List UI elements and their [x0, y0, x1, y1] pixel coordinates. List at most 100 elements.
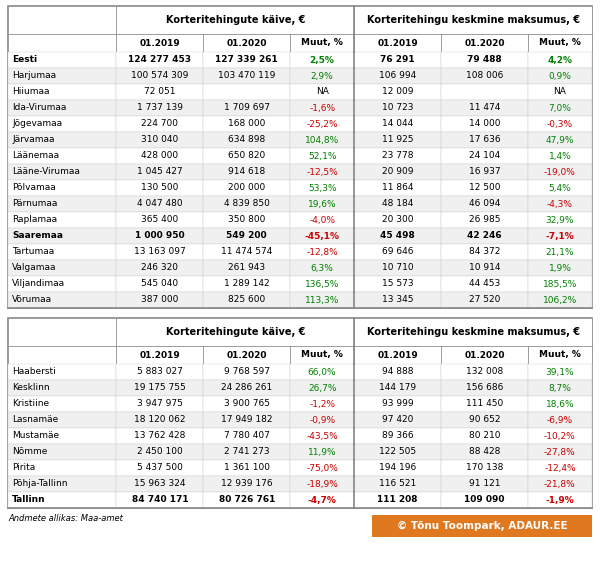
- Bar: [116, 116, 203, 132]
- Text: 52,1%: 52,1%: [308, 151, 337, 160]
- Bar: [441, 260, 528, 276]
- Bar: [116, 476, 203, 492]
- Bar: [203, 132, 290, 148]
- Bar: [290, 428, 354, 444]
- Text: 914 618: 914 618: [228, 167, 265, 176]
- Text: 7,0%: 7,0%: [548, 103, 571, 112]
- Text: Muut, %: Muut, %: [539, 351, 581, 360]
- Bar: [203, 148, 290, 164]
- Text: 545 040: 545 040: [142, 279, 178, 288]
- Text: 01.2020: 01.2020: [226, 351, 267, 360]
- Text: 47,9%: 47,9%: [545, 135, 574, 144]
- Bar: [8, 318, 116, 346]
- Bar: [290, 476, 354, 492]
- Bar: [354, 212, 441, 228]
- Bar: [203, 346, 290, 364]
- Bar: [441, 100, 528, 116]
- Bar: [290, 212, 354, 228]
- Text: 185,5%: 185,5%: [543, 279, 577, 288]
- Text: 79 488: 79 488: [467, 55, 502, 65]
- Text: Tartumaa: Tartumaa: [12, 247, 54, 256]
- Text: 13 345: 13 345: [382, 296, 413, 304]
- Text: 18,6%: 18,6%: [545, 400, 574, 408]
- Bar: [116, 444, 203, 460]
- Text: 1,9%: 1,9%: [548, 263, 571, 272]
- Text: 32,9%: 32,9%: [545, 215, 574, 224]
- Text: 7 780 407: 7 780 407: [224, 432, 269, 440]
- Text: 650 820: 650 820: [228, 151, 265, 160]
- Bar: [203, 492, 290, 508]
- Text: 80 210: 80 210: [469, 432, 500, 440]
- Bar: [290, 292, 354, 308]
- Bar: [8, 100, 116, 116]
- Text: -75,0%: -75,0%: [306, 464, 338, 472]
- Text: 01.2019: 01.2019: [140, 351, 180, 360]
- Bar: [116, 164, 203, 180]
- Bar: [441, 244, 528, 260]
- Text: -21,8%: -21,8%: [544, 480, 576, 489]
- Text: 113,3%: 113,3%: [305, 296, 340, 304]
- Text: 01.2020: 01.2020: [226, 38, 267, 47]
- Bar: [116, 84, 203, 100]
- Text: 109 090: 109 090: [464, 496, 505, 505]
- Bar: [116, 460, 203, 476]
- Text: 26,7%: 26,7%: [308, 384, 337, 392]
- Text: Järvamaa: Järvamaa: [12, 135, 55, 144]
- Text: Eesti: Eesti: [12, 55, 37, 65]
- Text: 01.2020: 01.2020: [464, 38, 505, 47]
- Text: Läänemaa: Läänemaa: [12, 151, 59, 160]
- Text: 94 888: 94 888: [382, 368, 413, 376]
- Bar: [354, 34, 441, 52]
- Bar: [8, 364, 116, 380]
- Bar: [290, 276, 354, 292]
- Bar: [203, 164, 290, 180]
- Bar: [8, 34, 116, 52]
- Bar: [528, 180, 592, 196]
- Bar: [8, 346, 116, 364]
- Text: 53,3%: 53,3%: [308, 183, 337, 192]
- Text: 2,9%: 2,9%: [311, 71, 334, 81]
- Bar: [116, 364, 203, 380]
- Bar: [8, 132, 116, 148]
- Bar: [8, 318, 592, 508]
- Text: 15 963 324: 15 963 324: [134, 480, 185, 489]
- Bar: [116, 34, 203, 52]
- Bar: [203, 444, 290, 460]
- Text: Jõgevamaa: Jõgevamaa: [12, 119, 62, 128]
- Bar: [8, 460, 116, 476]
- Text: -1,2%: -1,2%: [309, 400, 335, 408]
- Bar: [528, 428, 592, 444]
- Text: -27,8%: -27,8%: [544, 448, 576, 456]
- Text: 44 453: 44 453: [469, 279, 500, 288]
- Text: -12,4%: -12,4%: [544, 464, 576, 472]
- Text: 1 045 427: 1 045 427: [137, 167, 183, 176]
- Text: 21,1%: 21,1%: [545, 247, 574, 256]
- Text: 350 800: 350 800: [228, 215, 265, 224]
- Bar: [528, 52, 592, 68]
- Bar: [8, 412, 116, 428]
- Text: 80 726 761: 80 726 761: [218, 496, 275, 505]
- Bar: [441, 34, 528, 52]
- Bar: [290, 84, 354, 100]
- Bar: [290, 34, 354, 52]
- Bar: [203, 68, 290, 84]
- Bar: [8, 276, 116, 292]
- Bar: [441, 276, 528, 292]
- Text: -4,7%: -4,7%: [308, 496, 337, 505]
- Text: 100 574 309: 100 574 309: [131, 71, 188, 81]
- Text: 13 762 428: 13 762 428: [134, 432, 185, 440]
- Text: 17 636: 17 636: [469, 135, 500, 144]
- Text: 16 937: 16 937: [469, 167, 500, 176]
- Bar: [354, 276, 441, 292]
- Text: 01.2019: 01.2019: [377, 38, 418, 47]
- Bar: [203, 276, 290, 292]
- Bar: [8, 396, 116, 412]
- Text: 116 521: 116 521: [379, 480, 416, 489]
- Text: 90 652: 90 652: [469, 416, 500, 424]
- Text: Korteritehingu keskmine maksumus, €: Korteritehingu keskmine maksumus, €: [367, 327, 580, 337]
- Text: 106 994: 106 994: [379, 71, 416, 81]
- Text: 17 949 182: 17 949 182: [221, 416, 272, 424]
- Bar: [203, 260, 290, 276]
- Text: 27 520: 27 520: [469, 296, 500, 304]
- Bar: [8, 428, 116, 444]
